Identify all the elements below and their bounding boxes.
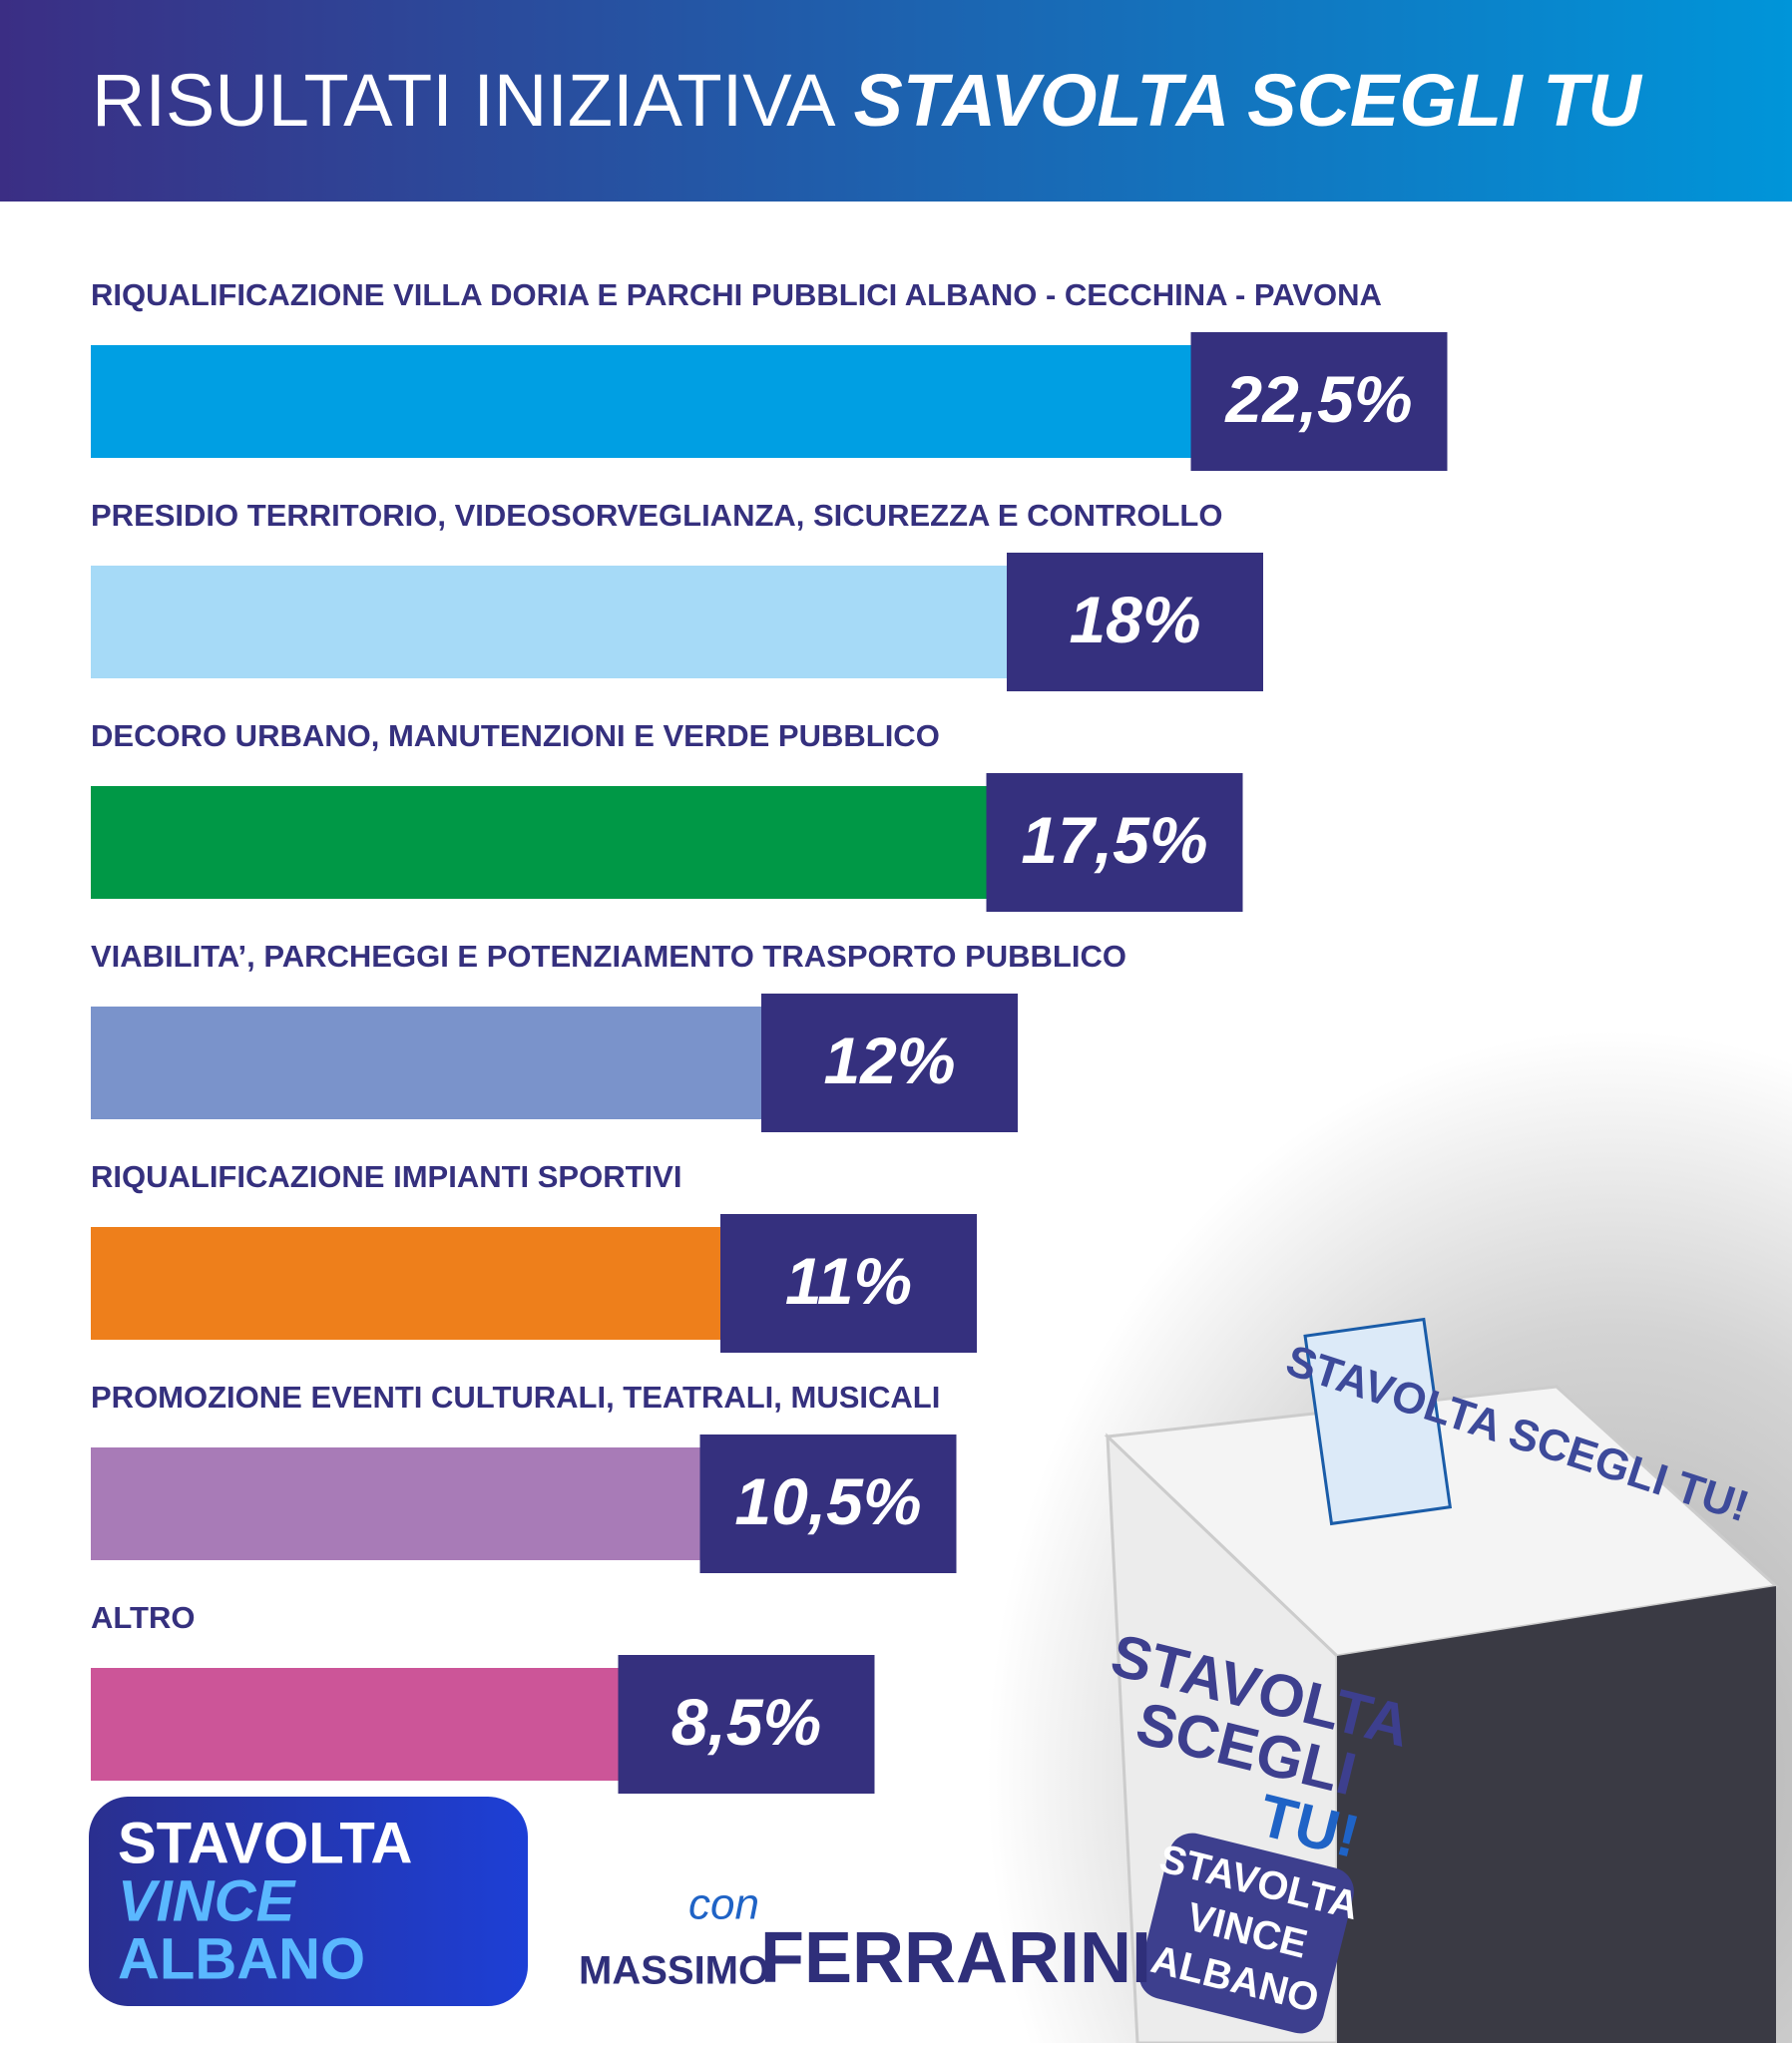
box-side bbox=[1337, 1586, 1776, 2043]
category-label: ALTRO bbox=[91, 1600, 195, 1635]
value-box bbox=[618, 1655, 875, 1794]
value-label: 12% bbox=[823, 1024, 955, 1097]
category-label: DECORO URBANO, MANUTENZIONI E VERDE PUBB… bbox=[91, 718, 940, 753]
value-label: 22,5% bbox=[1223, 362, 1412, 436]
header-band bbox=[0, 0, 1792, 202]
value-box bbox=[1007, 553, 1263, 691]
bars: RIQUALIFICAZIONE VILLA DORIA E PARCHI PU… bbox=[91, 277, 1448, 1794]
signature-prefix: con bbox=[688, 1880, 759, 1929]
ballot bbox=[1303, 1317, 1453, 1526]
value-box bbox=[986, 773, 1243, 912]
category-label: RIQUALIFICAZIONE IMPIANTI SPORTIVI bbox=[91, 1159, 681, 1194]
signature-first-name: MASSIMO bbox=[579, 1949, 769, 1993]
ballot-box: STAVOLTA SCEGLI TU! STAVOLTA SCEGLI TU! … bbox=[1104, 1317, 1780, 2045]
logo-panel bbox=[89, 1797, 528, 2006]
logo-line: VINCE bbox=[118, 1868, 297, 1933]
category-label: PRESIDIO TERRITORIO, VIDEOSORVEGLIANZA, … bbox=[91, 498, 1222, 533]
value-label: 11% bbox=[785, 1244, 912, 1318]
value-label: 8,5% bbox=[672, 1685, 821, 1759]
value-label: 10,5% bbox=[734, 1464, 921, 1538]
signature-last-name: FERRARINI bbox=[760, 1918, 1151, 1998]
logo-line: STAVOLTA bbox=[118, 1811, 412, 1875]
category-label: RIQUALIFICAZIONE VILLA DORIA E PARCHI PU… bbox=[91, 277, 1382, 312]
value-box bbox=[761, 994, 1018, 1132]
value-label: 18% bbox=[1069, 583, 1200, 656]
value-box bbox=[720, 1214, 977, 1353]
title: RISULTATI INIZIATIVA STAVOLTA SCEGLI TU bbox=[92, 59, 1642, 142]
value-box bbox=[1190, 332, 1448, 471]
logo-line: ALBANO bbox=[118, 1926, 365, 1991]
value-label: 17,5% bbox=[1021, 803, 1207, 877]
value-box bbox=[699, 1434, 957, 1573]
category-label: VIABILITA’, PARCHEGGI E POTENZIAMENTO TR… bbox=[91, 939, 1126, 974]
category-label: PROMOZIONE EVENTI CULTURALI, TEATRALI, M… bbox=[91, 1380, 940, 1415]
box-badge bbox=[1138, 1833, 1354, 2034]
